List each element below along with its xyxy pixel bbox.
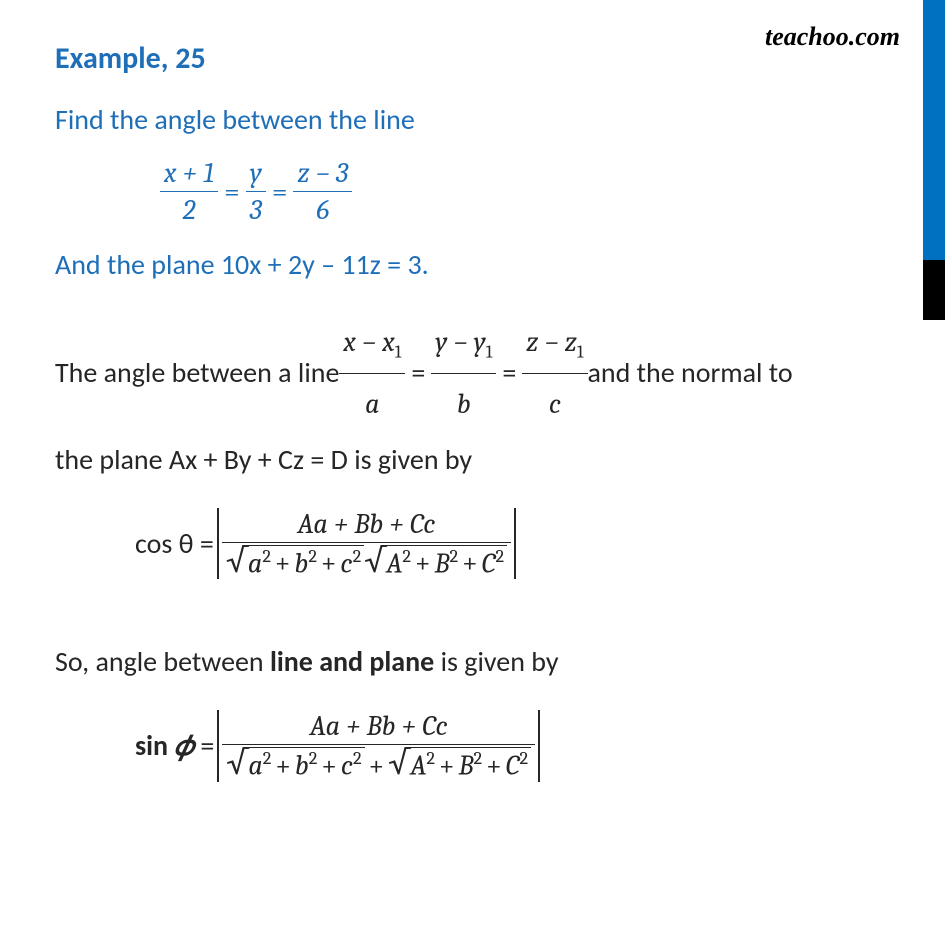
equals-1: =	[218, 176, 246, 208]
fraction-1: x + 1 2	[160, 157, 218, 226]
gen-frac1-den: a	[339, 374, 405, 432]
fraction-3: z − 3 6	[293, 157, 352, 226]
frac2-den: 3	[246, 192, 266, 226]
problem-equation: x + 1 2 = y 3 = z − 3 6	[160, 157, 890, 226]
frac3-den: 6	[293, 192, 352, 226]
abs-bar-right-1	[514, 508, 516, 579]
abs-bar-left-2	[217, 710, 219, 781]
conc-b: line and plane	[270, 644, 434, 679]
conc-a: So, angle between	[55, 644, 270, 679]
accent-strip-blue	[923, 0, 945, 260]
abs-bar-right-2	[538, 710, 540, 781]
gen-frac1-num: x − x1	[339, 314, 405, 374]
sin-fraction: Aa + Bb + Cc √a2+b2+c2+√A2+B2+C2	[222, 710, 535, 781]
sqrt-1: √a2+b2+c2	[226, 545, 364, 579]
cos-den: √a2+b2+c2√A2+B2+C2	[222, 543, 511, 579]
sin-lhs: sin 𝜙 =	[135, 728, 214, 763]
equals-2: =	[266, 176, 294, 208]
cos-formula: cos θ = Aa + Bb + Cc √a2+b2+c2√A2+B2+C2	[135, 508, 890, 579]
problem-statement-line1: Find the angle between the line	[55, 99, 890, 141]
gen-frac-2: y − y1 b	[431, 314, 496, 432]
frac3-num: z − 3	[293, 157, 352, 192]
abs-wrap-2: Aa + Bb + Cc √a2+b2+c2+√A2+B2+C2	[214, 710, 543, 781]
fraction-2: y 3	[246, 157, 266, 226]
sin-formula: sin 𝜙 = Aa + Bb + Cc √a2+b2+c2+√A2+B2+C2	[135, 710, 890, 781]
sqrt-3: √a2+b2+c2	[226, 747, 364, 781]
cos-fraction: Aa + Bb + Cc √a2+b2+c2√A2+B2+C2	[222, 508, 511, 579]
sqrt-2: √A2+B2+C2	[364, 545, 507, 579]
gen-eq1: =	[405, 345, 431, 401]
cos-num: Aa + Bb + Cc	[222, 508, 511, 543]
watermark: teachoo.com	[765, 22, 900, 52]
sqrt-4: √A2+B2+C2	[388, 747, 531, 781]
gen-frac-1: x − x1 a	[339, 314, 405, 432]
abs-bar-left-1	[217, 508, 219, 579]
gen-frac2-den: b	[431, 374, 496, 432]
explain-p1a: The angle between a line	[55, 345, 339, 401]
abs-wrap-1: Aa + Bb + Cc √a2+b2+c2√A2+B2+C2	[214, 508, 519, 579]
gen-eq2: =	[496, 345, 522, 401]
gen-frac2-num: y − y1	[431, 314, 496, 374]
cos-lhs: cos θ =	[135, 526, 214, 561]
gen-frac3-num: z − z1	[522, 314, 587, 374]
frac1-den: 2	[160, 192, 218, 226]
gen-frac3-den: c	[522, 374, 587, 432]
sin-den: √a2+b2+c2+√A2+B2+C2	[222, 745, 535, 781]
explain-p1b: and the normal to	[588, 345, 793, 401]
frac2-num: y	[246, 157, 266, 192]
page-content: Example, 25 Find the angle between the l…	[0, 0, 945, 822]
problem-statement-line2: And the plane 10x + 2y – 11z = 3.	[55, 244, 890, 286]
accent-strip-black	[923, 260, 945, 320]
conc-c: is given by	[434, 644, 558, 679]
sin-num: Aa + Bb + Cc	[222, 710, 535, 745]
explain-para1: The angle between a line x − x1 a = y − …	[55, 314, 890, 432]
conclusion: So, angle between line and plane is give…	[55, 634, 890, 690]
gen-frac-3: z − z1 c	[522, 314, 587, 432]
explain-para2: the plane Ax + By + Cz = D is given by	[55, 432, 890, 488]
frac1-num: x + 1	[160, 157, 218, 192]
